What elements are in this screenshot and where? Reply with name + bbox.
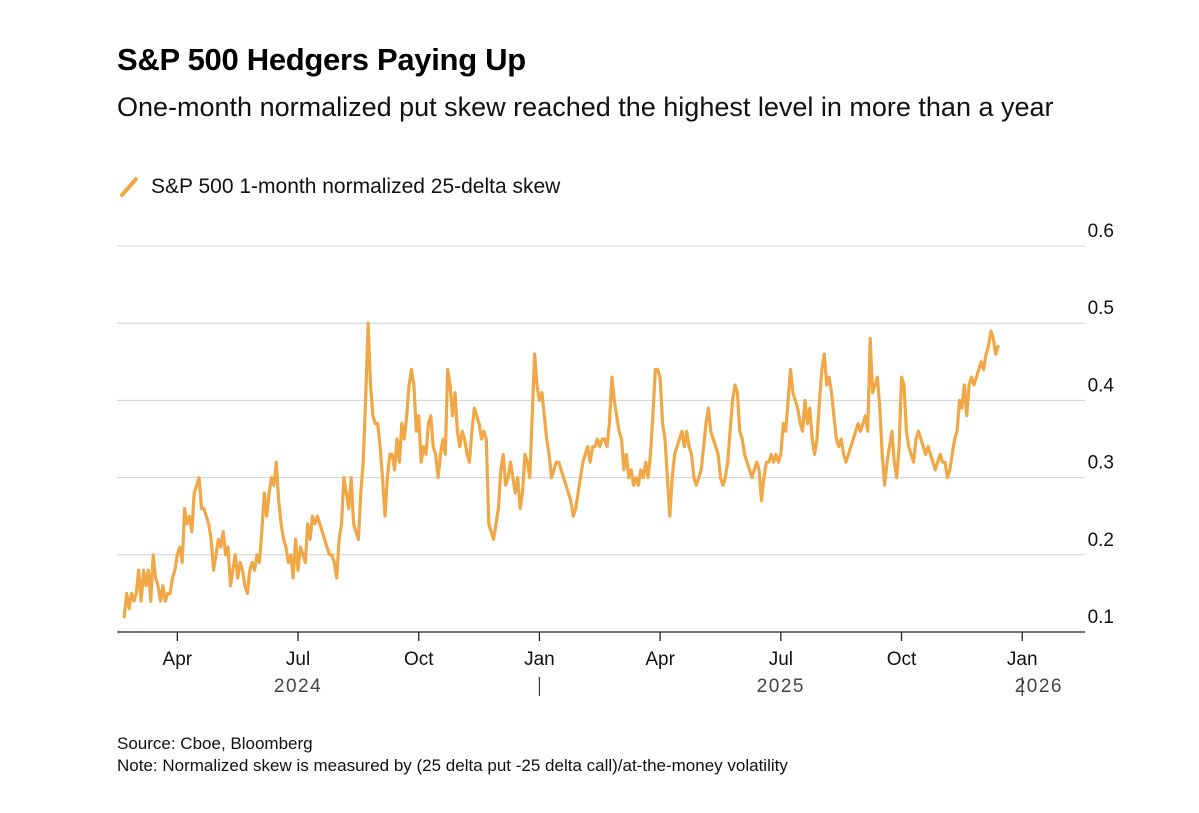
year-label: 2024 [274,676,322,697]
legend-line-icon [120,177,138,197]
x-tick-label: Oct [404,649,434,670]
y-tick-label: 0.2 [1088,530,1114,551]
series-line-skew [122,321,1000,619]
chart-title: S&P 500 Hedgers Paying Up [117,42,526,77]
y-tick-label: 0.6 [1088,221,1114,242]
legend-label: S&P 500 1-month normalized 25-delta skew [151,175,561,198]
year-label: 2026 [1015,676,1063,697]
y-tick-label: 0.5 [1088,298,1114,319]
chart-subtitle: One-month normalized put skew reached th… [117,92,1054,122]
x-tick-label: Jul [769,649,793,670]
y-tick-label: 0.4 [1088,375,1115,396]
methodology-note: Note: Normalized skew is measured by (25… [117,756,788,775]
x-tick-label: Jul [286,649,310,670]
footer: Source: Cboe, Bloomberg Note: Normalized… [117,733,788,777]
y-tick-label: 0.3 [1088,453,1114,474]
x-tick-label: Jan [524,649,555,670]
legend: S&P 500 1-month normalized 25-delta skew [117,174,560,200]
x-tick-label: Jan [1007,649,1038,670]
x-tick-label: Apr [163,649,193,670]
x-tick-label: Apr [645,649,675,670]
year-label: 2025 [757,676,805,697]
y-tick-label: 0.1 [1088,607,1114,628]
x-tick-label: Oct [887,649,917,670]
source-note: Source: Cboe, Bloomberg [117,734,313,753]
